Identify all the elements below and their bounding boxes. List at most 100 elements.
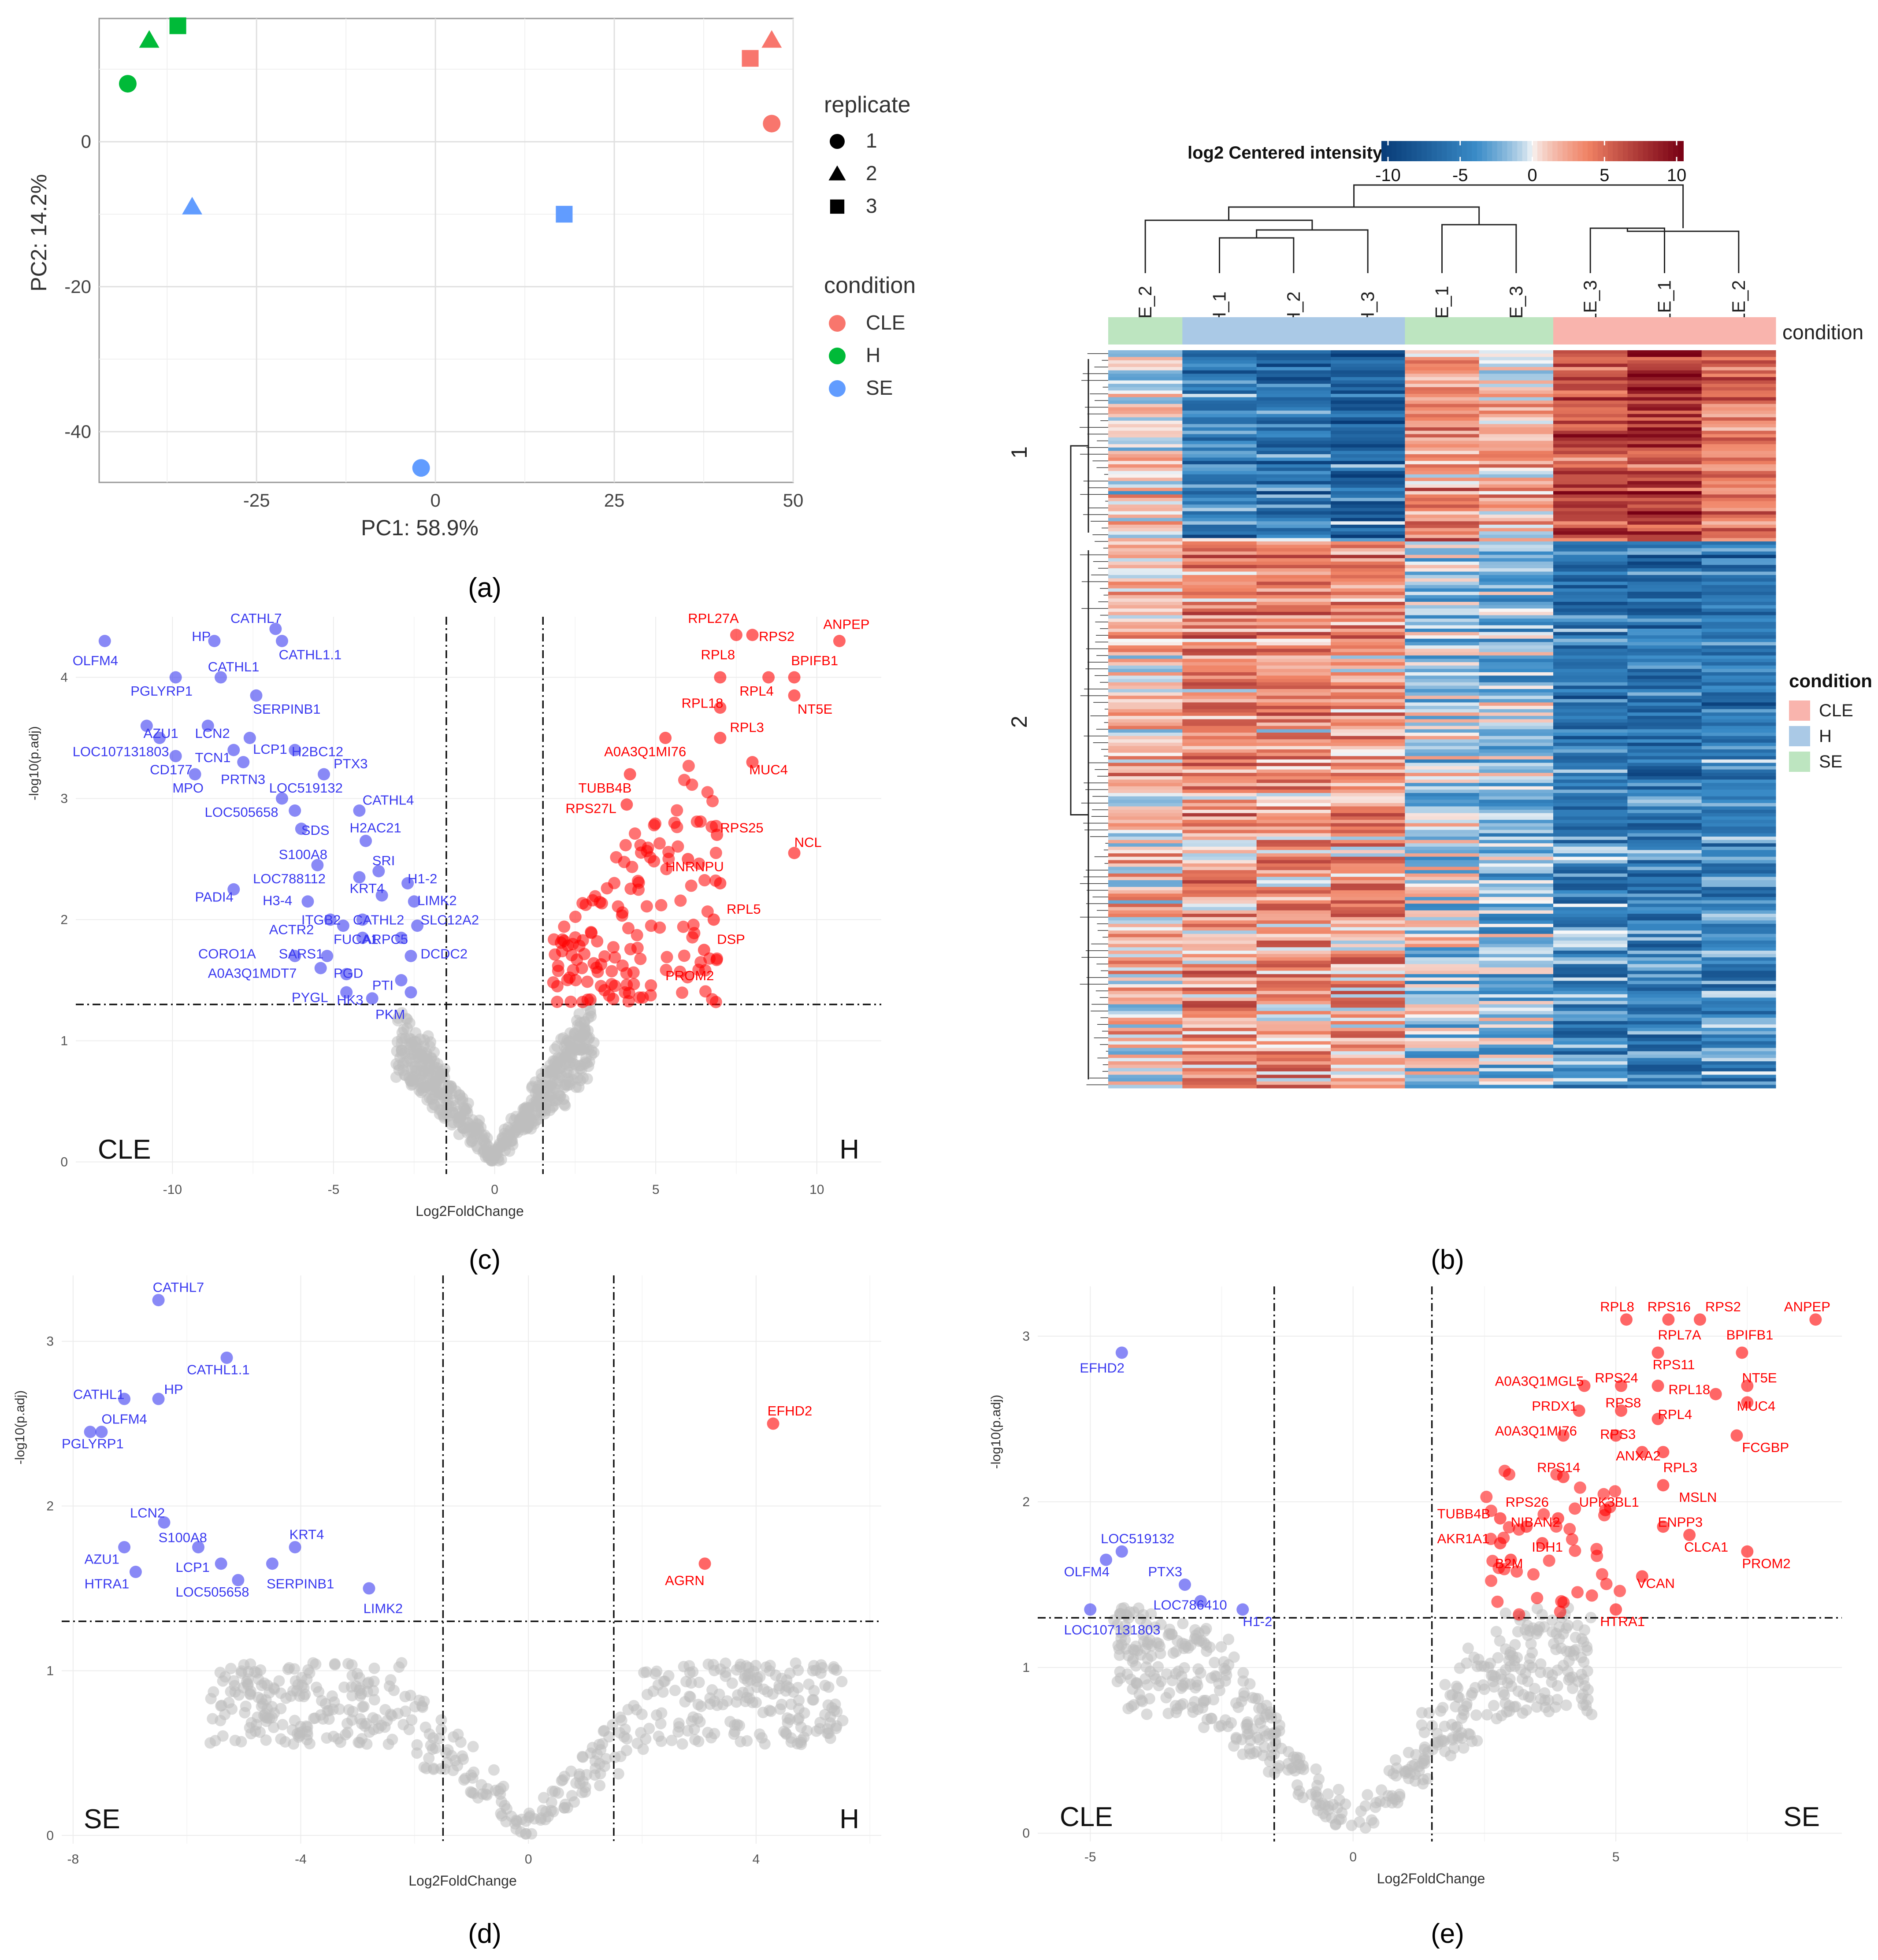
- colorbar-tick-label: 0: [1527, 166, 1537, 185]
- heatmap-cell: [1331, 994, 1405, 998]
- heatmap-cell: [1405, 367, 1480, 371]
- y-tick-label: 2: [46, 1499, 54, 1513]
- ns-point: [462, 1097, 474, 1109]
- heatmap-cell: [1405, 712, 1480, 716]
- heatmap-cell: [1701, 652, 1776, 656]
- x-tick-label: 5: [652, 1182, 660, 1197]
- right-group-label: H: [839, 1134, 859, 1165]
- heatmap-cell: [1479, 860, 1554, 864]
- annotation-cell: [1701, 317, 1776, 345]
- heatmap-cell: [1182, 511, 1257, 515]
- up-point: [1741, 1396, 1754, 1409]
- ns-point: [360, 1718, 372, 1730]
- heatmap-cell: [1479, 746, 1554, 750]
- heatmap-cell: [1182, 974, 1257, 978]
- heatmap-cell: [1701, 846, 1776, 850]
- heatmap-cell: [1331, 897, 1405, 901]
- legend-condition-label: H: [866, 344, 880, 367]
- colorbar-segment: [1567, 141, 1573, 161]
- colorbar-segment: [1547, 141, 1553, 161]
- heatmap-cell: [1553, 491, 1628, 495]
- heatmap-cell: [1405, 997, 1480, 1001]
- heatmap-cell: [1627, 749, 1702, 753]
- heatmap-cell: [1701, 843, 1776, 847]
- heatmap-cell: [1108, 719, 1183, 723]
- heatmap-cell: [1256, 977, 1331, 981]
- legend-condition-key: [829, 315, 846, 332]
- heatmap-cell: [1108, 950, 1183, 954]
- heatmap-cell: [1701, 511, 1776, 515]
- heatmap-cell: [1405, 897, 1480, 901]
- up-label: RPL7A: [1658, 1327, 1702, 1342]
- heatmap-cell: [1479, 377, 1554, 381]
- ns-point: [817, 1662, 828, 1674]
- heatmap-cell: [1108, 833, 1183, 837]
- heatmap-cell: [1627, 615, 1702, 619]
- heatmap-cell: [1182, 709, 1257, 713]
- heatmap-cell: [1479, 605, 1554, 609]
- heatmap-cell: [1701, 568, 1776, 572]
- heatmap-cell: [1108, 642, 1183, 646]
- ns-point: [561, 1802, 573, 1814]
- heatmap-cell: [1405, 454, 1480, 458]
- y-tick-label: 1: [46, 1664, 54, 1678]
- heatmap-cell: [1405, 914, 1480, 918]
- heatmap-cell: [1256, 350, 1331, 354]
- x-tick-label: 0: [491, 1182, 498, 1197]
- up-label: RPS26: [1506, 1494, 1549, 1510]
- ns-point: [1487, 1675, 1499, 1687]
- heatmap-cell: [1331, 944, 1405, 948]
- heatmap-cell: [1627, 994, 1702, 998]
- heatmap-cell: [1182, 669, 1257, 673]
- heatmap-cell: [1701, 628, 1776, 633]
- ns-point: [215, 1715, 226, 1727]
- heatmap-cell: [1331, 813, 1405, 817]
- heatmap-cell: [1479, 638, 1554, 642]
- heatmap-cell: [1331, 702, 1405, 706]
- legend-label: H: [1819, 726, 1832, 746]
- heatmap-cell: [1108, 907, 1183, 911]
- heatmap-cell: [1182, 981, 1257, 985]
- heatmap-cell: [1479, 1068, 1554, 1072]
- heatmap-cell: [1108, 420, 1183, 424]
- heatmap-cell: [1182, 360, 1257, 364]
- heatmap-cell: [1479, 481, 1554, 485]
- down-point: [158, 1516, 171, 1529]
- heatmap-cell: [1479, 420, 1554, 424]
- heatmap-cell: [1701, 806, 1776, 810]
- heatmap-cell: [1108, 971, 1183, 974]
- heatmap-cell: [1627, 608, 1702, 612]
- heatmap-cell: [1108, 967, 1183, 971]
- colorbar-segment: [1628, 141, 1633, 161]
- heatmap-cell: [1331, 414, 1405, 418]
- heatmap-cell: [1627, 534, 1702, 538]
- heatmap-cell: [1701, 588, 1776, 592]
- heatmap-cell: [1701, 491, 1776, 495]
- heatmap-cell: [1108, 427, 1183, 431]
- heatmap-cell: [1553, 699, 1628, 703]
- heatmap-cell: [1553, 611, 1628, 615]
- heatmap-cell: [1182, 890, 1257, 894]
- heatmap-cell: [1405, 424, 1480, 428]
- colorbar-segment: [1411, 141, 1417, 161]
- heatmap-cell: [1331, 937, 1405, 941]
- heatmap-cell: [1108, 863, 1183, 867]
- heatmap-cell: [1553, 732, 1628, 737]
- colorbar-segment: [1416, 141, 1422, 161]
- heatmap-cell: [1627, 806, 1702, 810]
- legend-key: [1789, 700, 1810, 721]
- heatmap-cell: [1553, 393, 1628, 398]
- down-point: [227, 883, 240, 896]
- heatmap-cell: [1479, 474, 1554, 478]
- heatmap-cell: [1182, 759, 1257, 763]
- heatmap-cell: [1627, 1068, 1702, 1072]
- heatmap-cell: [1331, 914, 1405, 918]
- up-point: [619, 839, 632, 852]
- heatmap-cell: [1182, 632, 1257, 636]
- heatmap-cell: [1479, 515, 1554, 519]
- up-point: [1741, 1379, 1754, 1392]
- heatmap-cell: [1553, 883, 1628, 887]
- heatmap-cell: [1331, 575, 1405, 579]
- heatmap-cell: [1479, 367, 1554, 371]
- heatmap-cell: [1627, 622, 1702, 626]
